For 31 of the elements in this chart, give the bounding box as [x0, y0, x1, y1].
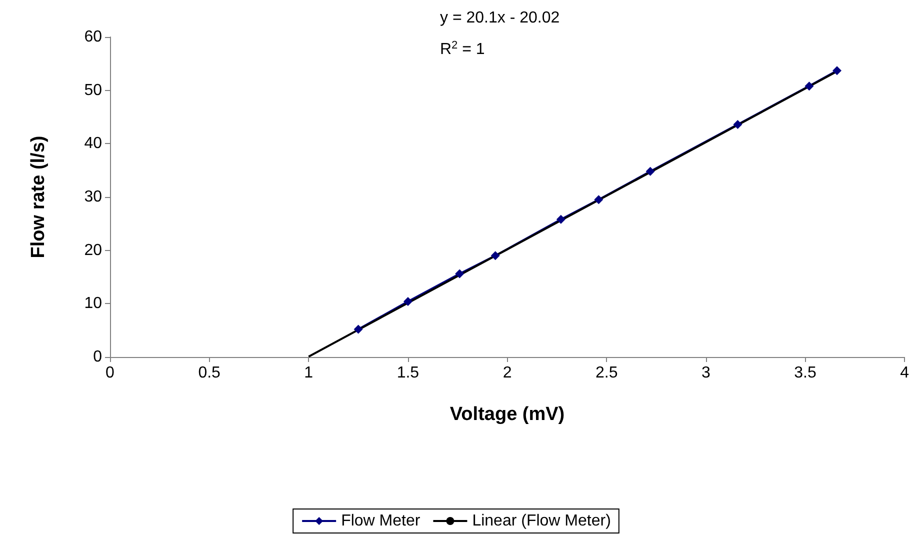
x-axis-title: Voltage (mV) [450, 404, 565, 425]
x-tick-label: 0.5 [198, 364, 221, 382]
y-tick-label: 20 [84, 242, 102, 259]
x-tick-label: 1.5 [396, 364, 420, 382]
legend-label: Flow Meter [341, 512, 421, 530]
point [804, 82, 814, 91]
point [733, 120, 742, 129]
x-tick-label: 1 [304, 364, 314, 382]
point [594, 195, 604, 204]
y-tick-label: 0 [93, 348, 102, 366]
point [556, 214, 566, 224]
x-tick-label: 4 [900, 364, 910, 382]
y-tick-label: 60 [84, 28, 102, 46]
point [403, 297, 412, 306]
y-tick-label: 50 [84, 82, 102, 99]
x-tick-label: 2.5 [595, 364, 618, 382]
point [490, 251, 500, 260]
x-tick-label: 3.5 [794, 364, 816, 382]
y-tick-label: 40 [84, 135, 102, 152]
y-tick-label: 30 [84, 188, 102, 206]
y-tick-label: 10 [84, 295, 102, 312]
legend-label: Linear (Flow Meter) [472, 512, 611, 530]
x-tick-label: 3 [701, 364, 710, 382]
x-tick-label: 0 [106, 364, 115, 382]
text: y = 20.1x - 20.02 [440, 10, 560, 26]
x-tick-label: 2 [502, 364, 512, 382]
point [832, 66, 842, 76]
y-axis-title: Flow rate (l/s) [28, 136, 49, 258]
point [646, 166, 655, 176]
point [455, 269, 464, 278]
point [354, 324, 363, 334]
